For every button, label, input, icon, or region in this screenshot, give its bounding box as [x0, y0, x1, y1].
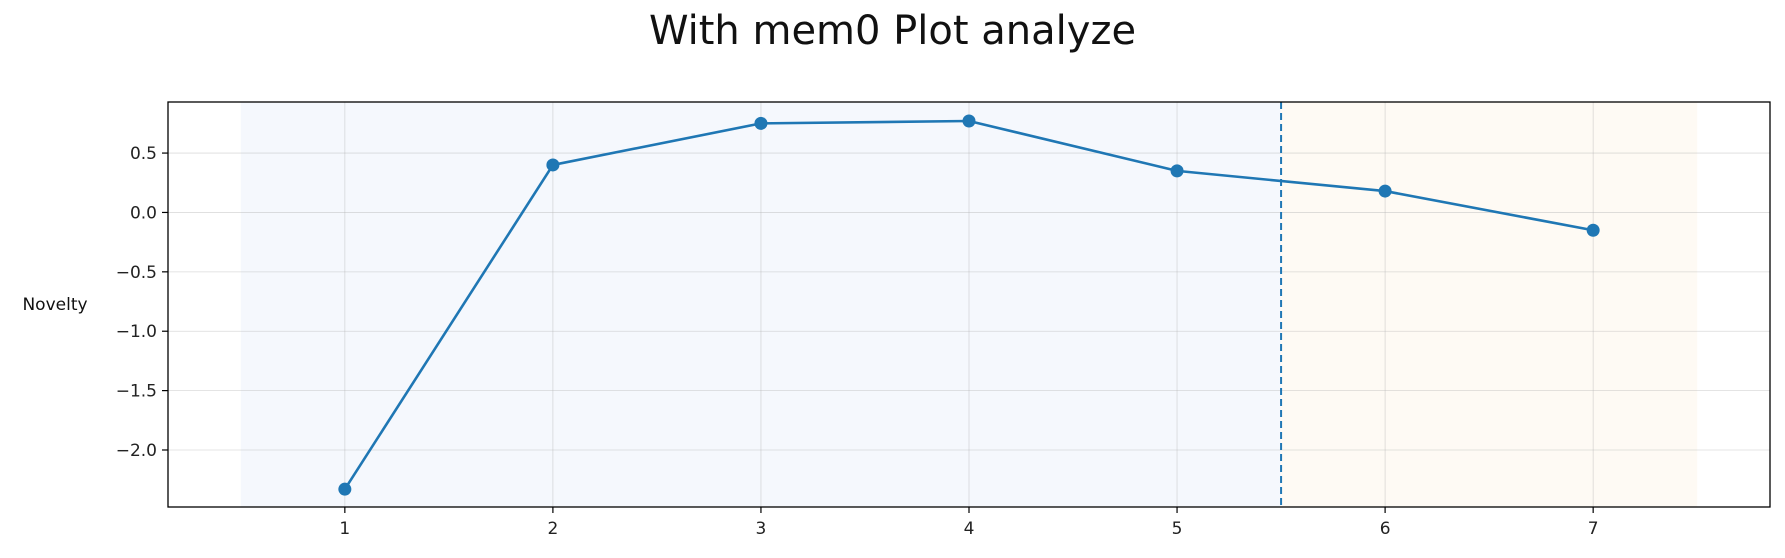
data-series — [338, 114, 1600, 496]
data-point — [338, 482, 352, 496]
data-point — [754, 116, 768, 130]
x-tick-label: 3 — [756, 519, 767, 539]
x-tick-label: 4 — [964, 519, 975, 539]
y-tick-label: −2.0 — [116, 441, 157, 461]
data-point — [1586, 223, 1600, 237]
data-point — [962, 114, 976, 128]
x-tick-label: 2 — [547, 519, 558, 539]
x-tick-label: 1 — [339, 519, 350, 539]
data-point — [546, 158, 560, 172]
y-tick-label: −0.5 — [116, 263, 157, 283]
shaded-regions — [240, 102, 1698, 507]
x-tick-label: 5 — [1172, 519, 1183, 539]
x-tick-label: 7 — [1588, 519, 1599, 539]
y-tick-label: −1.5 — [116, 382, 157, 402]
x-tick-label: 6 — [1380, 519, 1391, 539]
y-axis-ticks: 0.5 0.0 −0.5 −1.0 −1.5 −2.0 — [116, 144, 168, 461]
grid-lines — [168, 102, 1770, 507]
y-tick-label: 0.0 — [130, 203, 157, 223]
y-axis-label: Novelty — [22, 295, 87, 315]
data-point — [1170, 164, 1184, 178]
x-axis-ticks: 1 2 3 4 5 6 7 — [339, 507, 1599, 539]
shaded-region-1 — [240, 102, 1282, 507]
y-tick-label: −1.0 — [116, 322, 157, 342]
chart-title: With mem0 Plot analyze — [648, 8, 1137, 54]
y-tick-label: 0.5 — [130, 144, 157, 164]
data-point — [1378, 184, 1392, 198]
shaded-region-2 — [1281, 102, 1698, 507]
